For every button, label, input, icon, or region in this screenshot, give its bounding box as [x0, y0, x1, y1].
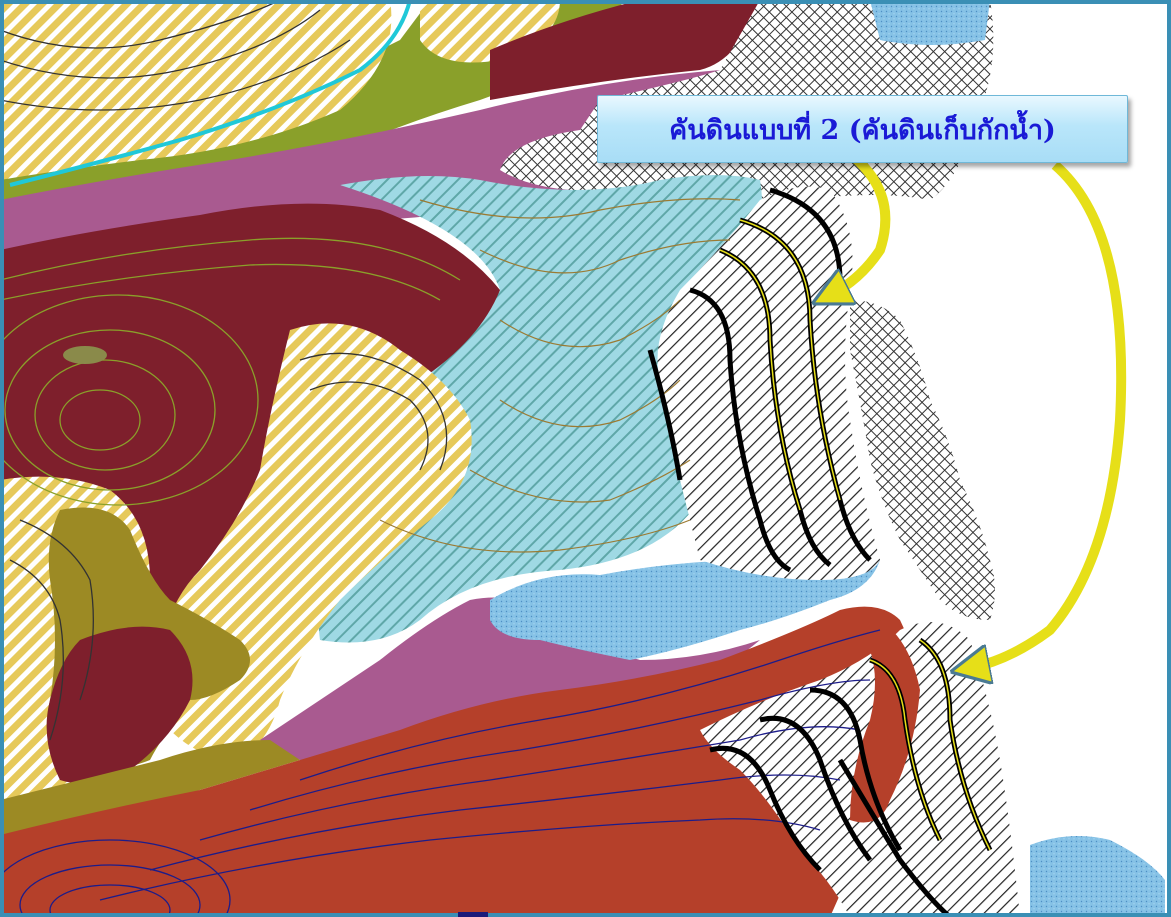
callout-label-box: คันดินแบบที่ 2 (คันดินเก็บกักน้ำ): [597, 95, 1128, 163]
map-unit-dark-red-top: [490, 0, 760, 100]
callout-label-text: คันดินแบบที่ 2 (คันดินเก็บกักน้ำ): [669, 114, 1056, 146]
map-unit-rust-red-hill: [0, 606, 914, 917]
map-unit-light-blue-hatched: [316, 175, 762, 643]
map-unit-purple-band-lower: [260, 597, 760, 760]
map-unit-olive-bottom-left: [0, 740, 300, 835]
map-unit-dark-red-lower-left: [46, 626, 193, 784]
map-unit-water-bottom-right: [1030, 836, 1165, 917]
map-unit-water-middle: [490, 555, 880, 660]
bund-lines-lower: [709, 637, 993, 917]
arrow-to-lower-bund: [970, 161, 1127, 668]
map-unit-yellow-terrace-top: [0, 0, 392, 180]
bund-lines-upper: [647, 187, 872, 573]
contour-lines-yellow: [0, 0, 448, 741]
map-unit-purple-band-upper: [0, 70, 730, 260]
contour-lines-dark-red: [0, 237, 461, 506]
contour-lines-light-blue: [379, 198, 741, 553]
map-unit-crosshatch-right: [850, 300, 995, 620]
map-unit-water-top-right: [870, 0, 990, 45]
contour-lines-rust-red: [0, 629, 881, 917]
stream-line: [9, 0, 412, 187]
arrow-to-upper-bund: [830, 145, 891, 295]
